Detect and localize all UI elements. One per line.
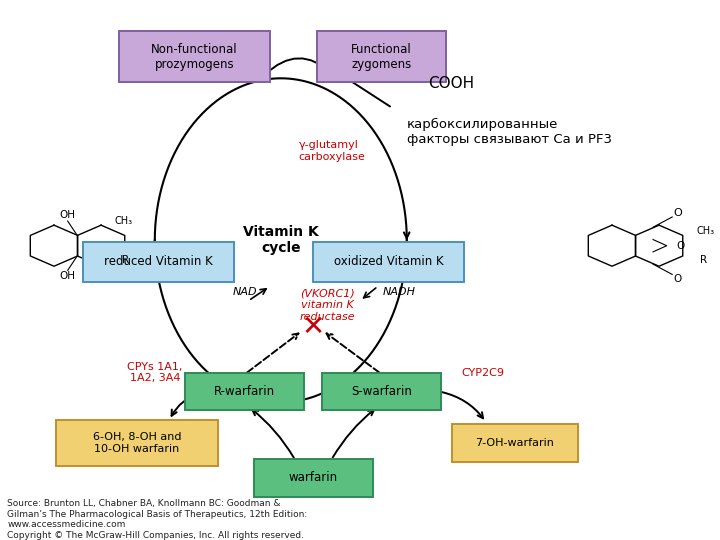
Text: CYP2C9: CYP2C9 [461,368,504,377]
Text: ✕: ✕ [302,313,325,341]
Text: CPYs 1A1,
1A2, 3A4: CPYs 1A1, 1A2, 3A4 [127,362,182,383]
Text: 6-OH, 8-OH and
10-OH warfarin: 6-OH, 8-OH and 10-OH warfarin [93,432,181,454]
Text: COOH: COOH [428,76,474,91]
Text: NAD: NAD [233,287,257,296]
FancyBboxPatch shape [452,424,577,462]
Text: O: O [673,208,682,218]
Text: R: R [700,255,706,265]
FancyBboxPatch shape [313,241,464,282]
Text: CH₃: CH₃ [114,216,132,226]
Text: R: R [122,255,130,265]
FancyBboxPatch shape [56,420,217,465]
Text: warfarin: warfarin [289,471,338,484]
Text: NADH: NADH [383,287,416,296]
Text: reduced Vitamin K: reduced Vitamin K [104,255,213,268]
Text: γ-glutamyl
carboxylase: γ-glutamyl carboxylase [299,140,366,162]
FancyBboxPatch shape [253,459,373,497]
Text: (VKORC1)
vitamin K
reductase: (VKORC1) vitamin K reductase [300,288,356,322]
Text: oxidized Vitamin K: oxidized Vitamin K [334,255,444,268]
Text: OH: OH [60,272,76,281]
Text: карбоксилированные
факторы связывают Ca и PF3: карбоксилированные факторы связывают Ca … [407,118,612,146]
Text: OH: OH [60,210,76,220]
Text: Source: Brunton LL, Chabner BA, Knollmann BC: Goodman &
Gilman’s The Pharmacolog: Source: Brunton LL, Chabner BA, Knollman… [7,500,307,539]
Text: CH₃: CH₃ [697,226,715,237]
Text: Functional
zygomens: Functional zygomens [351,43,412,71]
FancyBboxPatch shape [186,373,304,410]
Text: R-warfarin: R-warfarin [215,385,275,398]
FancyBboxPatch shape [83,241,234,282]
Text: S-warfarin: S-warfarin [351,385,412,398]
Text: 7-OH-warfarin: 7-OH-warfarin [475,438,554,448]
FancyBboxPatch shape [323,373,441,410]
Text: O: O [676,241,685,251]
FancyBboxPatch shape [317,31,446,82]
Text: Non-functional
prozymogens: Non-functional prozymogens [151,43,238,71]
Text: O: O [673,274,682,284]
FancyBboxPatch shape [119,31,270,82]
Text: Vitamin K
cycle: Vitamin K cycle [243,225,319,255]
